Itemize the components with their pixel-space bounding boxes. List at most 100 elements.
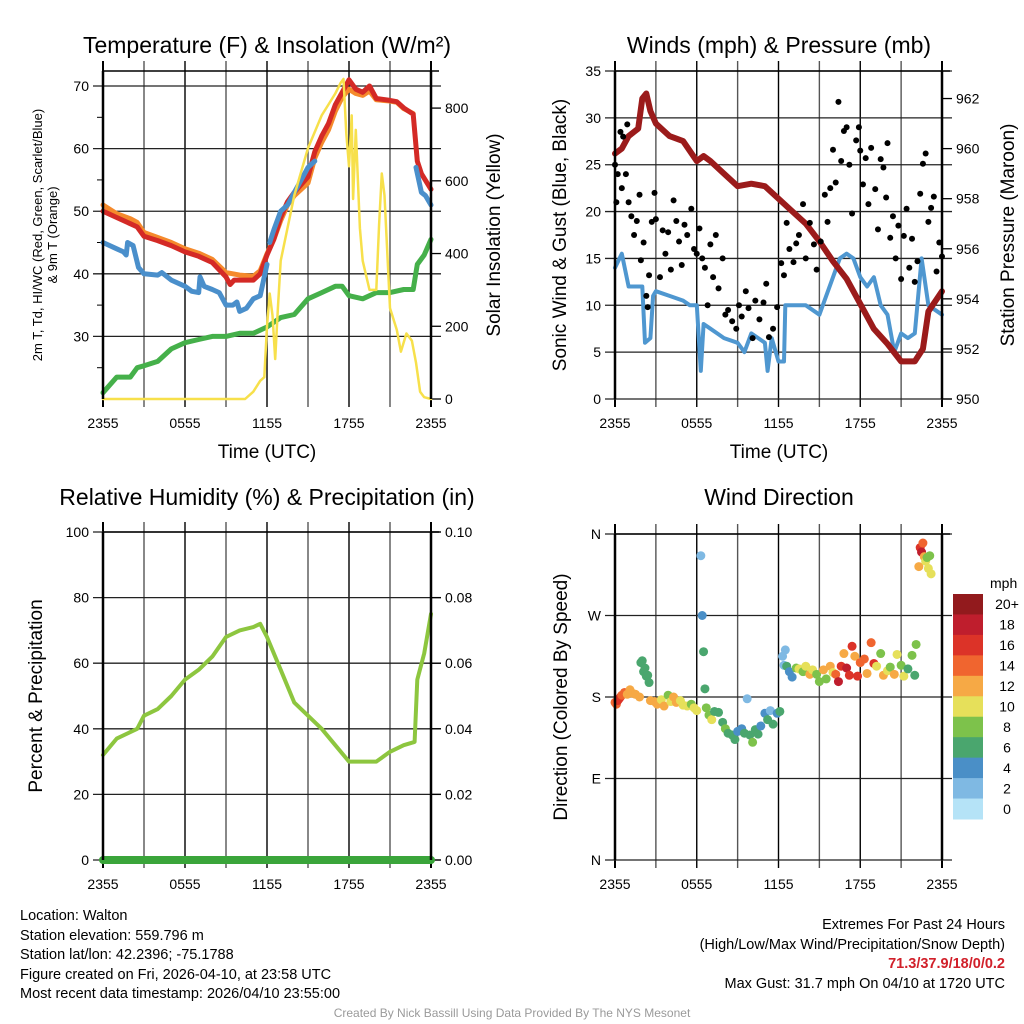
- wind-direction-point: [853, 671, 863, 681]
- x-tick-label: 1755: [845, 876, 876, 892]
- station-pressure-line: [612, 90, 945, 365]
- wind-direction-point: [814, 677, 824, 687]
- y-tick-label: 60: [73, 655, 89, 671]
- wind-direction-point: [892, 649, 902, 659]
- gust-point: [795, 232, 802, 238]
- gust-point: [832, 179, 839, 186]
- y-tick-label: N: [591, 852, 601, 868]
- wind-direction-point: [697, 611, 707, 620]
- wind-direction-point: [876, 649, 886, 659]
- gust-point: [735, 302, 742, 309]
- sonic-wind-line: [613, 251, 944, 373]
- gust-point: [933, 268, 940, 275]
- wind-direction-point: [903, 664, 913, 674]
- y-right-tick-label: 960: [956, 141, 980, 157]
- winds-xlabel: Time (UTC): [730, 442, 829, 463]
- x-tick-label: 0555: [681, 415, 712, 431]
- gust-point: [617, 128, 624, 135]
- x-tick-label: 1155: [763, 876, 793, 892]
- gust-point: [749, 335, 756, 342]
- wind-direction-point: [812, 669, 822, 679]
- gust-point: [880, 164, 887, 171]
- gust-point: [909, 235, 916, 242]
- gust-point: [637, 257, 644, 264]
- wind-direction-point: [839, 649, 849, 659]
- grid: [93, 522, 441, 868]
- gust-point: [928, 204, 935, 211]
- wind-direction-point: [833, 677, 843, 687]
- gust-point: [793, 240, 800, 247]
- gust-point: [733, 325, 740, 332]
- y-tick-label: W: [588, 608, 602, 624]
- gust-point: [646, 272, 653, 279]
- x-tick-label: 2355: [599, 876, 630, 892]
- gust-point: [914, 258, 921, 265]
- gust-point: [699, 255, 706, 262]
- wind-direction-point: [756, 721, 766, 731]
- wind-direction-panel: Wind Direction Direction (Colored By Spe…: [551, 484, 1019, 892]
- gust-point: [738, 313, 745, 320]
- gust-point: [643, 292, 650, 299]
- gust-point: [756, 316, 763, 323]
- gust-point: [659, 227, 666, 234]
- gust-point: [857, 147, 864, 154]
- wind-direction-point: [926, 569, 936, 579]
- x-tick-label: 2355: [926, 876, 957, 892]
- extremes-legend: (High/Low/Max Wind/Precipitation/Snow De…: [699, 936, 1005, 953]
- gust-point: [835, 98, 842, 105]
- figure-created: Figure created on Fri, 2026-04-10, at 23…: [20, 966, 332, 983]
- wind-direction-point: [885, 662, 895, 672]
- y-right-tick-label: 0.00: [445, 852, 472, 868]
- y-right-tick-label: 200: [445, 318, 469, 334]
- wind-direction-point: [742, 694, 752, 704]
- colorbar-tick-label: 4: [1003, 760, 1011, 776]
- y-tick-label: 25: [585, 157, 601, 173]
- wind-direction-point: [866, 638, 876, 648]
- y-right-tick-label: 962: [956, 91, 980, 107]
- gust-point: [783, 219, 790, 226]
- gust-point: [688, 205, 695, 212]
- gust-point: [667, 266, 674, 273]
- wind-direction-point: [918, 538, 928, 548]
- gust-point: [628, 213, 635, 220]
- gust-point: [865, 201, 872, 208]
- y-right-tick-label: 950: [956, 391, 980, 407]
- gust-point: [696, 225, 703, 232]
- gust-point: [855, 124, 862, 131]
- gust-point: [745, 305, 752, 312]
- wind-direction-point: [643, 670, 653, 680]
- colorbar-tick-label: 6: [1003, 739, 1011, 755]
- gust-point: [853, 137, 860, 144]
- wind-direction-point: [850, 651, 860, 661]
- wind-direction-point: [692, 706, 702, 716]
- y-right-tick-label: 0: [445, 391, 453, 407]
- credit: Created By Nick Bassill Using Data Provi…: [333, 1006, 691, 1020]
- y-tick-label: 10: [585, 297, 601, 313]
- wind-direction-point: [701, 703, 711, 713]
- gust-point: [729, 318, 736, 325]
- wind-direction-point: [889, 669, 899, 679]
- humidity-ylabel: Percent & Precipitation: [26, 599, 47, 792]
- gust-point: [906, 264, 913, 271]
- y-tick-label: N: [591, 526, 601, 542]
- grid: [605, 524, 952, 868]
- wind-direction-point: [910, 670, 920, 680]
- wind-direction-point: [896, 660, 906, 670]
- winds-ylabel: Sonic Wind & Gust (Blue, Black): [550, 99, 571, 371]
- gust-point: [930, 193, 937, 200]
- gust-point: [620, 133, 627, 140]
- y-tick-label: 70: [73, 78, 89, 94]
- humidity-title: Relative Humidity (%) & Precipitation (i…: [59, 484, 474, 510]
- winds-panel: Winds (mph) & Pressure (mb) Time (UTC) S…: [550, 32, 1019, 463]
- pressure-ylabel: Station Pressure (Maroon): [998, 124, 1019, 347]
- gust-point: [887, 234, 894, 241]
- gust-point: [903, 205, 910, 212]
- gust-point: [774, 304, 781, 311]
- wind-direction-title: Wind Direction: [704, 484, 854, 510]
- gust-point: [895, 222, 902, 229]
- gust-point: [874, 226, 881, 233]
- wind-direction-point: [844, 670, 854, 680]
- wind-direction-point: [637, 656, 647, 666]
- gust-point: [681, 221, 688, 228]
- gust-point: [678, 261, 685, 268]
